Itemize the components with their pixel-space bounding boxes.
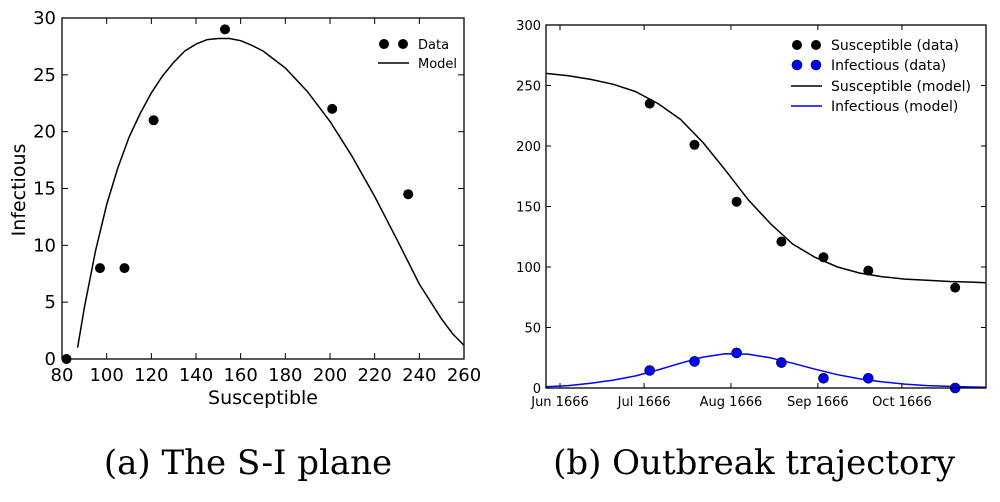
- legend-label-infectious-data: Infectious (data): [831, 58, 946, 74]
- xtick-label: 80: [51, 365, 74, 386]
- data-point: [119, 263, 130, 274]
- data-point: [95, 263, 105, 274]
- series-line: [545, 353, 987, 389]
- legend-marker-data: [379, 39, 389, 49]
- data-point: [327, 103, 338, 114]
- legend-label-infectious-model: Infectious (model): [831, 99, 958, 115]
- legend-label-model: Model: [418, 57, 457, 72]
- data-point: [148, 115, 159, 126]
- ytick-label: 200: [516, 140, 541, 155]
- data-point: [731, 347, 742, 359]
- data-point: [818, 372, 829, 384]
- ytick-label: 25: [33, 65, 56, 86]
- si-plane-caption: (a) The S-I plane: [104, 443, 392, 483]
- outbreak-panel: 0 50 100 150 200 250 300 Jun 1666 Jul 1666 Aug 16…: [516, 19, 987, 483]
- ytick-label: 0: [533, 382, 541, 397]
- data-point: [776, 236, 787, 247]
- xtick-label: 180: [268, 365, 302, 386]
- xtick-label: 120: [134, 365, 168, 386]
- data-point: [731, 196, 742, 207]
- legend-marker-susceptible-data: [792, 40, 802, 50]
- xtick-label: Jul 1666: [617, 395, 671, 410]
- legend-marker-infectious-data: [791, 59, 803, 71]
- xtick-label: 240: [402, 365, 436, 386]
- xtick-label: 100: [89, 365, 123, 386]
- legend-label-data: Data: [418, 38, 449, 53]
- data-point: [950, 282, 961, 293]
- ytick-label: 30: [33, 8, 56, 29]
- xtick-label: Sep 1666: [787, 395, 849, 410]
- si-plane-ylabel: Infectious: [8, 144, 30, 237]
- data-point: [644, 98, 655, 109]
- si-plane-panel: 0 5 10 15 20 25 30 80 100 120 140 160 180 200 220 240 26…: [8, 8, 481, 483]
- legend-marker-susceptible-data: [811, 40, 821, 50]
- si-plane-marks: [61, 24, 465, 364]
- legend-label-susceptible-model: Susceptible (model): [831, 79, 971, 95]
- series-line: [76, 37, 465, 348]
- xtick-label: Oct 1666: [872, 395, 932, 410]
- xtick-label: 260: [447, 365, 481, 386]
- outbreak-ticks: 0 50 100 150 200 250 300 Jun 1666 Jul 1666 Aug 16…: [516, 19, 986, 410]
- data-point: [644, 365, 656, 376]
- legend-label-susceptible-data: Susceptible (data): [831, 38, 959, 54]
- xtick-label: 160: [223, 365, 257, 386]
- outbreak-caption: (b) Outbreak trajectory: [553, 443, 956, 483]
- si-plane-axes-frame: [61, 17, 465, 360]
- outbreak-legend: Susceptible (data) Infectious (data) Sus…: [791, 38, 971, 115]
- data-point: [403, 189, 414, 200]
- outbreak-marks: [545, 72, 987, 394]
- data-point: [863, 265, 874, 276]
- data-point: [818, 252, 829, 263]
- xtick-label: 200: [313, 365, 347, 386]
- ytick-label: 20: [33, 122, 56, 143]
- si-plane-xlabel: Susceptible: [208, 387, 318, 409]
- ytick-label: 300: [516, 19, 541, 34]
- xtick-label: 220: [357, 365, 391, 386]
- legend-marker-infectious-data: [810, 59, 822, 71]
- xtick-label: 140: [179, 365, 213, 386]
- legend-marker-data: [398, 39, 408, 49]
- data-point: [689, 356, 700, 367]
- data-point: [220, 24, 230, 35]
- xtick-label: Jun 1666: [530, 395, 589, 410]
- data-point: [776, 357, 787, 368]
- ytick-label: 250: [516, 80, 541, 95]
- outbreak-axes-frame: [545, 24, 987, 389]
- xtick-label: Aug 1666: [700, 395, 763, 410]
- ytick-label: 100: [516, 261, 541, 276]
- ytick-label: 50: [524, 322, 541, 337]
- si-plane-ticks: 0 5 10 15 20 25 30 80 100 120 140 160 180 200 220 240 26…: [33, 8, 481, 386]
- data-point: [862, 372, 874, 384]
- ytick-label: 15: [33, 179, 56, 200]
- ytick-label: 0: [45, 349, 56, 370]
- ytick-label: 10: [33, 235, 56, 256]
- series-line: [545, 72, 987, 284]
- data-point: [689, 139, 700, 150]
- ytick-label: 5: [45, 292, 56, 313]
- ytick-label: 150: [516, 201, 541, 216]
- si-plane-legend: Data Model: [378, 38, 457, 72]
